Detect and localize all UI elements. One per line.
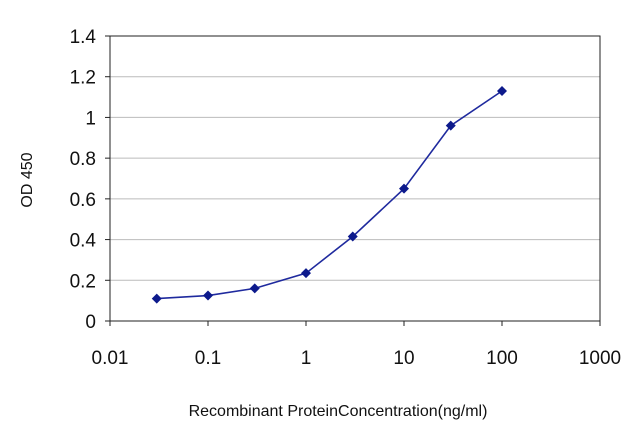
y-tick-label: 0 — [85, 312, 96, 333]
x-tick-label: 0.01 — [92, 348, 129, 369]
y-tick-label: 1.4 — [70, 27, 97, 48]
data-point — [249, 283, 260, 294]
y-tick-label: 0.6 — [70, 190, 96, 211]
y-tick-label: 0.4 — [70, 231, 97, 252]
series-line — [156, 90, 503, 300]
data-point — [151, 293, 162, 304]
data-point — [203, 290, 213, 301]
x-axis-label: Recombinant ProteinConcentration(ng/ml) — [189, 403, 488, 420]
x-tick-label: 1000 — [579, 348, 621, 369]
x-tick-label: 0.1 — [195, 348, 221, 369]
y-tick-label: 1.2 — [70, 68, 96, 89]
data-point — [301, 268, 311, 279]
x-tick-label: 100 — [486, 348, 518, 369]
y-tick-label: 1 — [85, 108, 96, 129]
plot-area — [109, 35, 601, 322]
y-tick-label: 0.2 — [70, 271, 96, 292]
data-point — [347, 231, 358, 242]
data-point — [497, 85, 507, 96]
data-point — [445, 120, 456, 131]
y-axis-label: OD 450 — [19, 152, 36, 207]
data-point — [399, 183, 409, 194]
y-tick-label: 0.8 — [70, 149, 96, 170]
plot-frame — [109, 35, 601, 322]
x-axis-ticks: 0.01 0.1 1 10 100 1000 — [92, 321, 621, 369]
x-tick-label: 10 — [393, 348, 414, 369]
x-tick-label: 1 — [301, 348, 312, 369]
y-axis-ticks: 0 0.2 0.4 0.6 0.8 1 1.2 1.4 — [70, 27, 110, 333]
